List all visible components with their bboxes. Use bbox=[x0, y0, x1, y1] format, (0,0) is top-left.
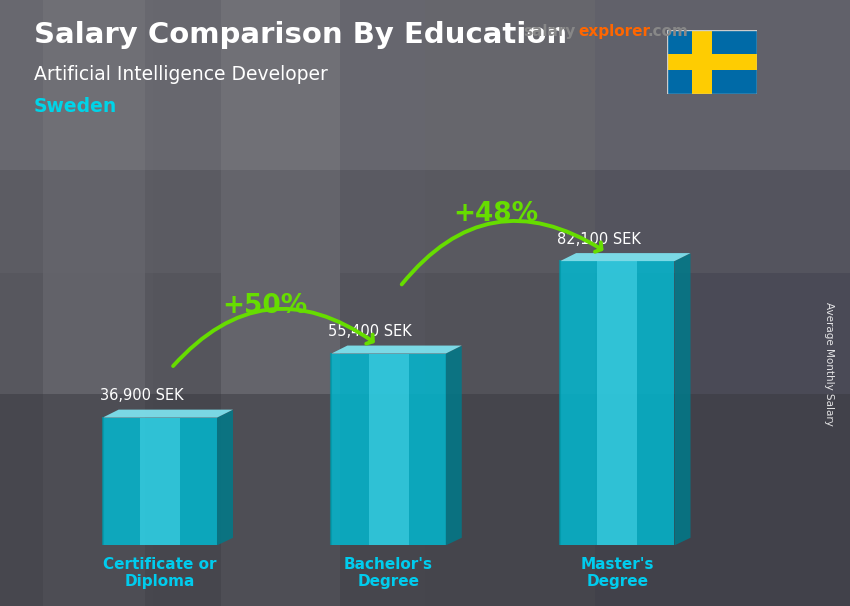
Text: salary: salary bbox=[523, 24, 575, 39]
Polygon shape bbox=[103, 418, 217, 545]
Text: Salary Comparison By Education: Salary Comparison By Education bbox=[34, 21, 567, 49]
Polygon shape bbox=[103, 410, 233, 418]
Bar bbox=[42, 0, 144, 606]
Text: +48%: +48% bbox=[454, 201, 539, 227]
Text: explorer: explorer bbox=[578, 24, 650, 39]
Polygon shape bbox=[332, 345, 462, 353]
Polygon shape bbox=[332, 353, 445, 545]
Bar bbox=[340, 0, 425, 606]
Polygon shape bbox=[598, 261, 638, 545]
Text: 82,100 SEK: 82,100 SEK bbox=[557, 231, 641, 247]
Bar bbox=[0, 0, 850, 170]
Polygon shape bbox=[675, 253, 690, 545]
Polygon shape bbox=[369, 353, 409, 545]
Polygon shape bbox=[139, 418, 180, 545]
Bar bbox=[153, 0, 221, 606]
Polygon shape bbox=[560, 253, 690, 261]
Text: +50%: +50% bbox=[223, 293, 308, 319]
Text: .com: .com bbox=[648, 24, 689, 39]
Bar bbox=[667, 54, 756, 70]
Polygon shape bbox=[560, 261, 675, 545]
Text: Average Monthly Salary: Average Monthly Salary bbox=[824, 302, 834, 425]
Text: Sweden: Sweden bbox=[34, 97, 117, 116]
Bar bbox=[595, 0, 850, 606]
Text: Artificial Intelligence Developer: Artificial Intelligence Developer bbox=[34, 65, 328, 84]
Bar bbox=[425, 0, 595, 606]
Bar bbox=[0, 394, 850, 606]
Text: 36,900 SEK: 36,900 SEK bbox=[99, 388, 184, 403]
Bar bbox=[692, 30, 711, 94]
Polygon shape bbox=[445, 346, 462, 545]
Polygon shape bbox=[217, 410, 233, 545]
Text: 55,400 SEK: 55,400 SEK bbox=[328, 324, 412, 339]
Bar bbox=[0, 0, 850, 273]
Bar bbox=[221, 0, 340, 606]
